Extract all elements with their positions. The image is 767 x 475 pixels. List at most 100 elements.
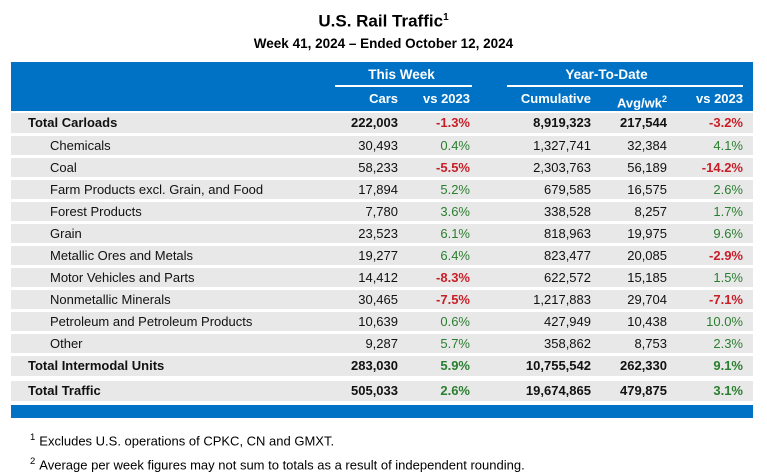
avg-wk-value: 8,753 (634, 335, 667, 351)
row-label: Coal (50, 159, 77, 175)
cumulative-value: 679,585 (544, 181, 591, 197)
ytd-vs-2023-value: -7.1% (709, 291, 743, 307)
week-vs-2023-value: 0.6% (440, 313, 470, 329)
page-subtitle: Week 41, 2024 – Ended October 12, 2024 (253, 35, 514, 51)
week-vs-2023-value: -1.3% (436, 114, 470, 130)
week-vs-2023-value: 5.7% (440, 335, 470, 351)
week-vs-2023-value: -5.5% (436, 159, 470, 175)
row-label: Farm Products excl. Grain, and Food (50, 181, 264, 197)
row-label: Motor Vehicles and Parts (50, 269, 195, 285)
cumulative-value: 10,755,542 (525, 357, 591, 373)
avg-wk-value: 10,438 (627, 313, 667, 329)
table-row: Other 9,287 5.7% 358,862 8,753 2.3% (11, 333, 753, 353)
cumulative-value: 818,963 (544, 225, 591, 241)
table-bottom-bar (11, 404, 753, 418)
title-block: U.S. Rail Traffic1 Week 41, 2024 – Ended… (0, 7, 767, 53)
avg-wk-value: 20,085 (627, 247, 667, 263)
ytd-vs-2023-value: 1.7% (713, 203, 743, 219)
avg-wk-value: 479,875 (620, 382, 667, 398)
cars-value: 7,780 (365, 203, 398, 219)
ytd-vs-2023-value: -3.2% (709, 114, 743, 130)
ytd-vs-2023-value: 3.1% (713, 382, 743, 398)
table-row: Nonmetallic Minerals 30,465 -7.5% 1,217,… (11, 289, 753, 309)
table-row: Total Traffic 505,033 2.6% 19,674,865 47… (11, 380, 753, 401)
row-label: Petroleum and Petroleum Products (50, 313, 253, 329)
avg-wk-footnote-marker: 2 (661, 93, 667, 104)
ytd-vs-2023-value: 9.6% (713, 225, 743, 241)
cumulative-value: 427,949 (544, 313, 591, 329)
avg-wk-value: 15,185 (627, 269, 667, 285)
cars-value: 14,412 (358, 269, 398, 285)
cumulative-value: 2,303,763 (533, 159, 591, 175)
cumulative-value: 338,528 (544, 203, 591, 219)
week-vs-2023-value: 5.2% (440, 181, 470, 197)
table-row: Metallic Ores and Metals 19,277 6.4% 823… (11, 245, 753, 265)
group-header-year-to-date-label: Year-To-Date (565, 66, 648, 82)
row-label: Total Carloads (28, 114, 118, 130)
avg-wk-value: 16,575 (627, 181, 667, 197)
footnote-text: Excludes U.S. operations of CPKC, CN and… (39, 432, 335, 448)
week-vs-2023-value: 2.6% (440, 382, 470, 398)
week-vs-2023-value: 6.4% (440, 247, 470, 263)
year-to-date-underline (507, 84, 743, 87)
cumulative-value: 8,919,323 (533, 114, 591, 130)
group-header-spacer (11, 62, 333, 87)
cars-value: 505,033 (351, 382, 398, 398)
page-title: U.S. Rail Traffic1 (0, 7, 767, 32)
column-header-avg-wk-label: Avg/wk (616, 94, 662, 110)
week-vs-2023-value: 6.1% (440, 225, 470, 241)
row-label: Metallic Ores and Metals (50, 247, 194, 263)
this-week-underline (335, 84, 472, 87)
column-header-avg-wk: Avg/wk2 (591, 87, 667, 111)
cumulative-value: 823,477 (544, 247, 591, 263)
row-label: Total Intermodal Units (28, 357, 165, 373)
footnote: 1 Excludes U.S. operations of CPKC, CN an… (30, 427, 767, 451)
column-header-week-vs-2023: vs 2023 (423, 90, 470, 106)
column-header-row: Cars vs 2023 Cumulative Avg/wk2 vs 2023 (11, 87, 753, 111)
row-label: Grain (50, 225, 82, 241)
cars-value: 17,894 (358, 181, 398, 197)
rail-traffic-table: This Week Year-To-Date Cars vs 2023 Cumu… (11, 61, 753, 418)
ytd-vs-2023-value: 1.5% (713, 269, 743, 285)
row-label: Other (50, 335, 83, 351)
table-row: Chemicals 30,493 0.4% 1,327,741 32,384 4… (11, 135, 753, 155)
ytd-vs-2023-value: 10.0% (706, 313, 743, 329)
table-row: Grain 23,523 6.1% 818,963 19,975 9.6% (11, 223, 753, 243)
avg-wk-value: 217,544 (620, 114, 667, 130)
ytd-vs-2023-value: 9.1% (713, 357, 743, 373)
avg-wk-value: 262,330 (620, 357, 667, 373)
cumulative-value: 358,862 (544, 335, 591, 351)
table-row: Motor Vehicles and Parts 14,412 -8.3% 62… (11, 267, 753, 287)
row-label: Forest Products (50, 203, 142, 219)
footnote: 2 Average per week figures may not sum to… (30, 451, 767, 475)
avg-wk-value: 56,189 (627, 159, 667, 175)
title-footnote-marker: 1 (443, 12, 449, 23)
group-header-this-week: This Week (333, 62, 472, 87)
cars-value: 23,523 (358, 225, 398, 241)
cars-value: 30,465 (358, 291, 398, 307)
group-header-this-week-label: This Week (368, 66, 435, 82)
avg-wk-value: 29,704 (627, 291, 667, 307)
group-header-year-to-date: Year-To-Date (470, 62, 743, 87)
footnotes: 1 Excludes U.S. operations of CPKC, CN an… (30, 427, 767, 475)
cumulative-value: 1,327,741 (533, 137, 591, 153)
week-vs-2023-value: 5.9% (440, 357, 470, 373)
table-row: Coal 58,233 -5.5% 2,303,763 56,189 -14.2… (11, 157, 753, 177)
cars-value: 30,493 (358, 137, 398, 153)
avg-wk-value: 19,975 (627, 225, 667, 241)
row-label: Chemicals (50, 137, 111, 153)
table-body: Total Carloads 222,003 -1.3% 8,919,323 2… (11, 112, 753, 401)
cars-value: 19,277 (358, 247, 398, 263)
row-label: Total Traffic (28, 382, 101, 398)
table-row: Farm Products excl. Grain, and Food 17,8… (11, 179, 753, 199)
ytd-vs-2023-value: -14.2% (701, 159, 743, 175)
table-row: Forest Products 7,780 3.6% 338,528 8,257… (11, 201, 753, 221)
ytd-vs-2023-value: 2.3% (713, 335, 743, 351)
footnote-marker: 1 (30, 431, 36, 443)
cumulative-value: 19,674,865 (525, 382, 591, 398)
cars-value: 9,287 (365, 335, 398, 351)
cars-value: 58,233 (358, 159, 398, 175)
table-row: Total Intermodal Units 283,030 5.9% 10,7… (11, 355, 753, 376)
cars-value: 10,639 (358, 313, 398, 329)
